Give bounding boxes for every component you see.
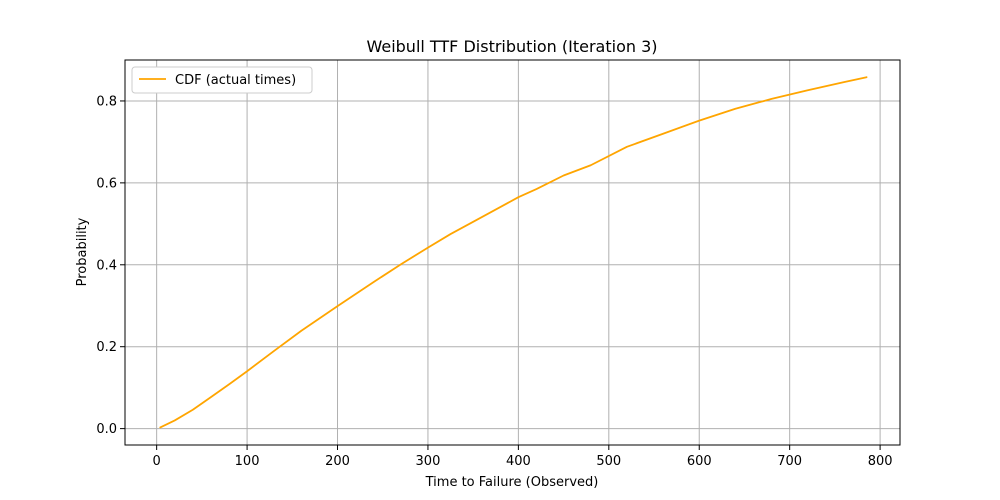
x-tick-label: 500 xyxy=(596,454,621,469)
y-tick-label: 0.4 xyxy=(96,258,117,273)
legend-box xyxy=(131,66,313,94)
x-axis-label: Time to Failure (Observed) xyxy=(425,475,599,490)
legend: CDF (actual times) xyxy=(131,66,313,94)
y-tick-label: 0.0 xyxy=(96,422,117,437)
y-axis-label: Probability xyxy=(75,217,90,286)
axis-ticks: 0 100 200 300 400 500 600 700 800 0.0 0.2 0.4 0.6 0.8 xyxy=(96,94,892,469)
x-tick-label: 700 xyxy=(777,454,802,469)
plot-frame xyxy=(124,59,901,446)
y-tick-label: 0.6 xyxy=(96,176,117,191)
x-tick-label: 800 xyxy=(868,454,893,469)
y-tick-label: 0.8 xyxy=(96,94,117,109)
x-tick-label: 200 xyxy=(325,454,350,469)
x-tick-label: 400 xyxy=(506,454,531,469)
x-tick-label: 600 xyxy=(687,454,712,469)
series-line-cdf xyxy=(159,76,868,429)
x-tick-label: 100 xyxy=(235,454,260,469)
chart-title: Weibull TTF Distribution (Iteration 3) xyxy=(366,37,657,56)
x-tick-label: 300 xyxy=(416,454,441,469)
series-layer xyxy=(159,76,868,429)
y-tick-label: 0.2 xyxy=(96,340,117,355)
grid-lines xyxy=(125,60,900,445)
legend-label: CDF (actual times) xyxy=(175,73,296,88)
x-tick-label: 0 xyxy=(153,454,161,469)
